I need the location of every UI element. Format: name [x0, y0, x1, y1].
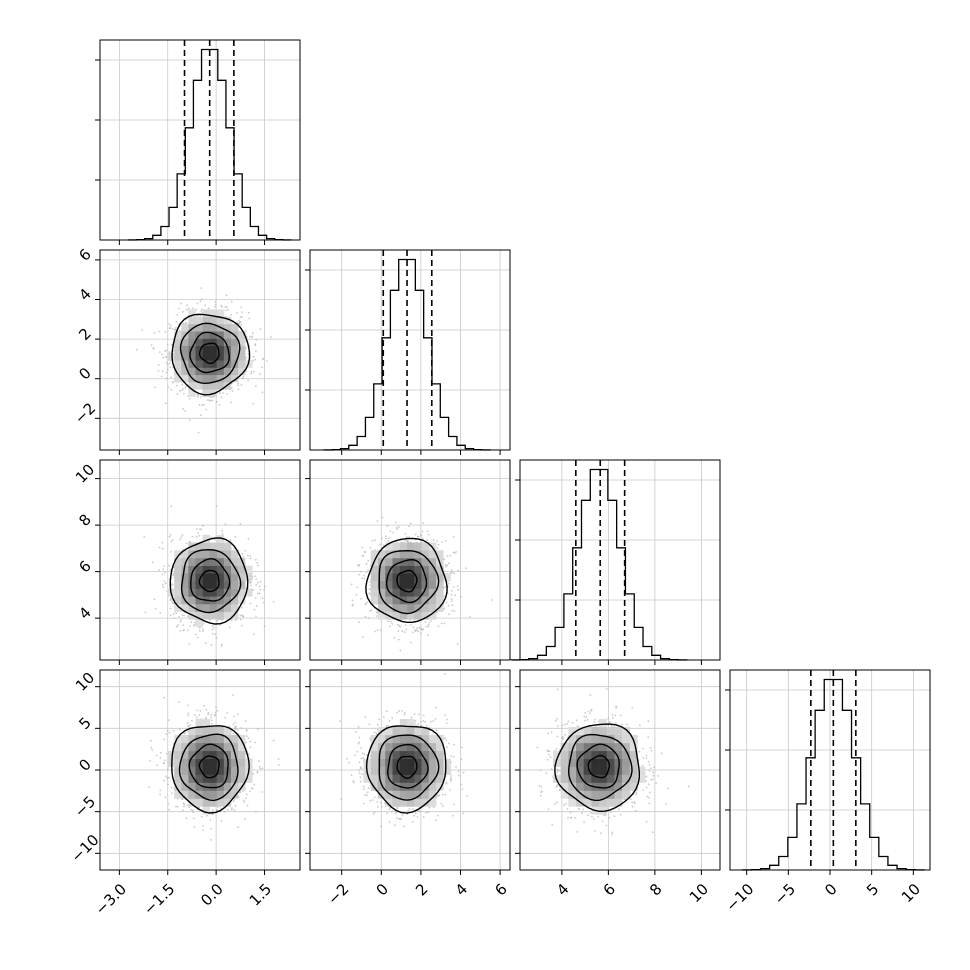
y-tick-label: 2: [75, 324, 94, 343]
y-tick-label: 6: [75, 245, 94, 264]
scatter-panel-2-1: −2 0 2 4 6: [71, 245, 301, 455]
x-tick-label: 0: [821, 880, 840, 899]
x-tick-label: 8: [646, 880, 665, 899]
contour-line: [576, 743, 620, 789]
contour-line: [169, 537, 249, 625]
histogram-panel-4: −10 −5 0 5 10: [722, 669, 931, 915]
x-tick-label: 4: [452, 880, 471, 899]
contour-line: [178, 733, 239, 802]
contour-line: [198, 755, 220, 779]
contour-line: [365, 537, 448, 623]
contour-line: [198, 569, 220, 593]
scatter-panel-3-1: 4 6 8 10: [72, 459, 301, 665]
y-tick-label: 5: [75, 714, 94, 733]
contour-line: [188, 743, 229, 789]
x-tick-label: 6: [491, 880, 510, 899]
x-tick-label: 2: [412, 880, 431, 899]
contour-line: [198, 342, 220, 364]
x-tick-label: 10: [686, 880, 712, 906]
contour-line: [179, 322, 241, 385]
panel-frame: [309, 249, 511, 451]
panel-frame: [309, 459, 511, 661]
y-tick-label: 4: [75, 603, 94, 622]
scatter-panel-3-2: [305, 459, 511, 665]
histogram-step: [741, 678, 925, 871]
x-tick-label: 4: [553, 880, 572, 899]
contour-line: [378, 549, 440, 615]
histogram-step: [510, 468, 688, 661]
panel-frame: [519, 459, 721, 661]
x-tick-label: −5: [771, 880, 799, 908]
x-tick-label: −10: [722, 880, 757, 915]
y-tick-label: 8: [75, 510, 94, 529]
contour-line: [396, 755, 418, 780]
contour-line: [554, 723, 640, 813]
contour-line: [190, 558, 231, 602]
contour-line: [171, 725, 250, 814]
histogram-panel-3: [510, 459, 721, 665]
contour-line: [385, 558, 428, 604]
scatter-panel-4-2: −2 0 2 4 6: [305, 669, 511, 908]
contour-line: [386, 743, 429, 789]
histogram-panel-1: [95, 39, 301, 245]
y-tick-label: −2: [71, 399, 99, 427]
contour-line: [567, 733, 633, 801]
y-tick-label: 10: [72, 669, 98, 695]
contour-line: [189, 331, 230, 374]
x-tick-label: −1.5: [140, 880, 178, 918]
y-tick-label: 6: [75, 557, 94, 576]
x-tick-label: 0.0: [197, 880, 227, 910]
histogram-step: [127, 48, 292, 241]
histogram-step: [323, 258, 491, 451]
scatter-panel-4-3: 4 6 8 10: [515, 669, 721, 906]
panel-frame: [99, 39, 301, 241]
x-tick-label: 6: [600, 880, 619, 899]
contour-line: [365, 725, 447, 814]
x-tick-label: −2: [324, 880, 352, 908]
x-tick-label: 10: [898, 880, 924, 906]
y-tick-label: −5: [71, 793, 99, 821]
x-tick-label: 5: [863, 880, 882, 899]
y-tick-label: 4: [75, 285, 94, 304]
contour-line: [396, 569, 418, 593]
scatter-panel-4-1: −3.0 −1.5 0.0 1.5 −10 −5 0 5 10: [67, 669, 301, 919]
contour-line: [378, 734, 440, 801]
panel-frame: [99, 459, 301, 661]
x-tick-label: −3.0: [92, 880, 130, 918]
x-tick-label: 0: [373, 880, 392, 899]
contour-line: [180, 548, 242, 614]
contour-line: [171, 313, 251, 396]
panel-frame: [99, 249, 301, 451]
y-tick-label: −10: [67, 831, 102, 866]
y-tick-label: 10: [72, 461, 98, 487]
y-tick-label: 0: [75, 755, 94, 774]
y-tick-label: 0: [75, 364, 94, 383]
histogram-panel-2: [305, 249, 511, 455]
contour-line: [587, 754, 611, 779]
x-tick-label: 1.5: [246, 880, 276, 910]
